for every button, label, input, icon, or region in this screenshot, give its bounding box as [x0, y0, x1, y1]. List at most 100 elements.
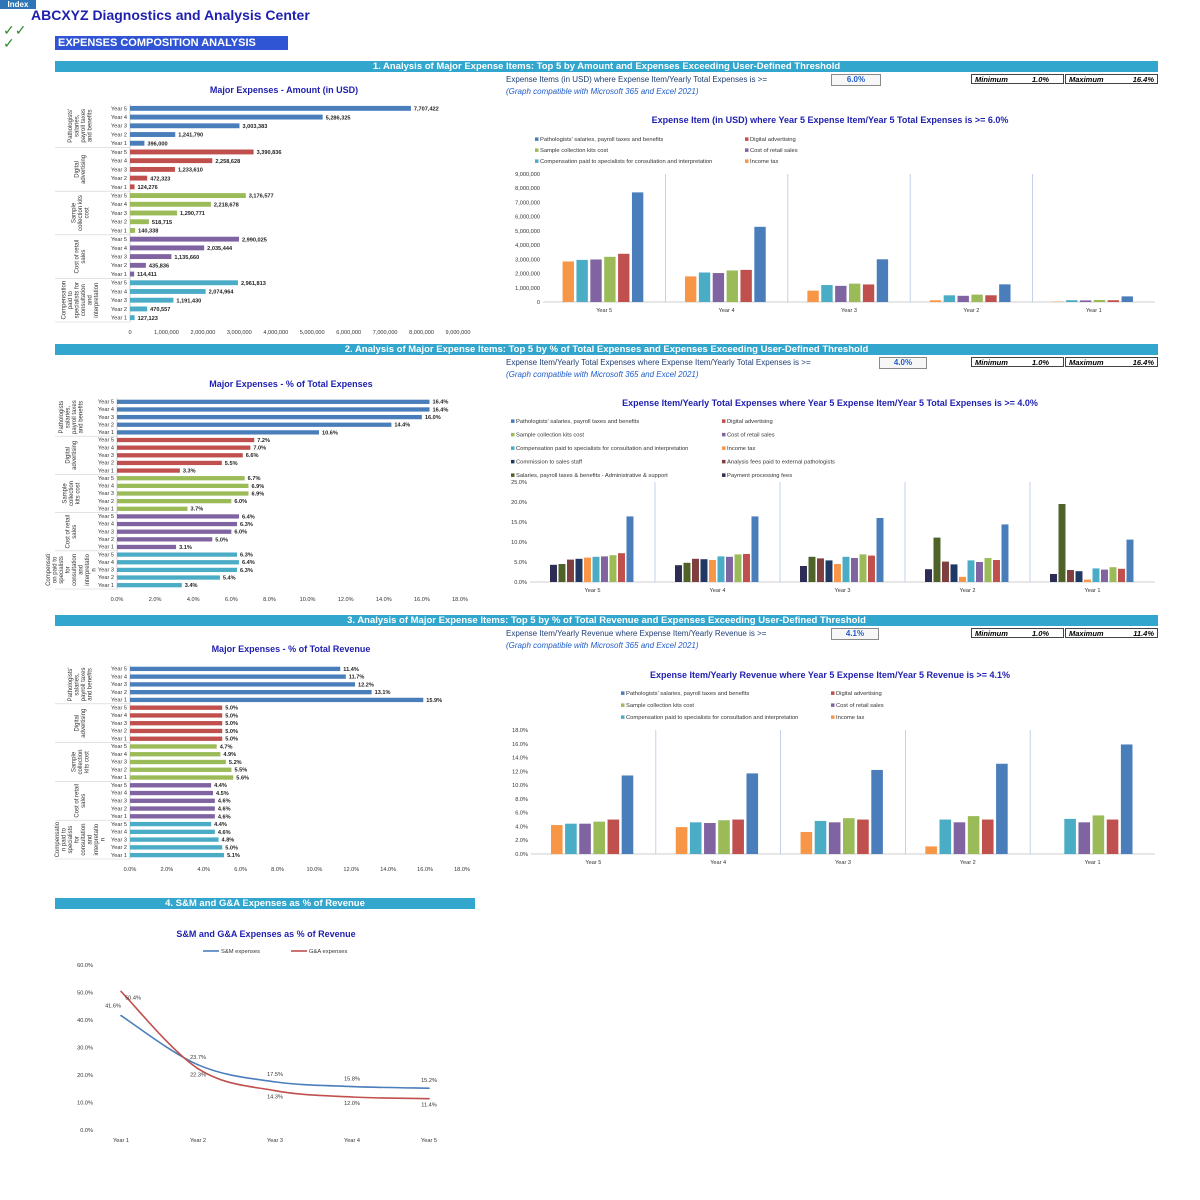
minimum-value: 1.0%	[1032, 358, 1050, 367]
tick-label: 40.0%	[77, 1018, 93, 1024]
tick-label: 2.0%	[149, 597, 162, 603]
bar	[925, 846, 937, 854]
bar	[1120, 744, 1133, 854]
group-label: kits cost	[85, 751, 91, 773]
tick-label: 0.0%	[515, 852, 528, 858]
tick-label: 16.0%	[414, 597, 430, 603]
category-label: Year 1	[1085, 860, 1101, 866]
section-3-threshold-input[interactable]: 4.1%	[831, 628, 879, 640]
category-label: Year 5	[111, 783, 127, 789]
bar	[1075, 571, 1083, 582]
bar	[1001, 524, 1009, 582]
bar	[130, 210, 178, 216]
data-label: 6.4%	[242, 514, 255, 520]
tick-label: 14.0%	[376, 597, 392, 603]
section-1-param-label: Expense Items (in USD) where Expense Ite…	[506, 75, 768, 84]
data-label: 3.7%	[191, 507, 204, 513]
data-label: 5,286,325	[326, 115, 351, 121]
category-label: Year 3	[111, 799, 127, 805]
tick-label: 2,000,000	[515, 272, 540, 278]
category-label: Year 4	[111, 159, 127, 165]
bar	[800, 566, 807, 582]
bar	[130, 821, 212, 827]
tick-label: 8.0%	[263, 597, 276, 603]
bar	[117, 399, 430, 404]
bar	[1092, 568, 1100, 582]
data-label: 4.6%	[218, 807, 231, 813]
category-label: Year 3	[98, 415, 114, 421]
legend-swatch	[511, 446, 515, 450]
bar	[996, 763, 1008, 854]
chart-pct-revenue-horizontal: Major Expenses - % of Total Revenue Patho…	[55, 644, 470, 873]
checkmark-icon: ✓✓	[3, 22, 27, 38]
data-label: 3.1%	[179, 545, 192, 551]
data-label: 5.0%	[215, 537, 228, 543]
legend-label: Analysis fees paid to external pathologi…	[727, 460, 835, 466]
category-label: Year 5	[98, 514, 114, 520]
bar	[675, 565, 682, 582]
bar	[1126, 539, 1134, 582]
data-label: 4.8%	[222, 838, 235, 844]
data-label: 470,557	[150, 307, 170, 313]
category-label: Year 3	[111, 167, 127, 173]
category-label: Year 5	[111, 667, 127, 673]
bar	[130, 744, 217, 749]
tick-label: 8,000,000	[515, 186, 540, 192]
bar	[117, 506, 188, 511]
bar	[130, 682, 356, 687]
index-tab[interactable]: Index	[0, 0, 36, 9]
bar	[130, 852, 225, 858]
group-label: Compensati	[46, 554, 52, 586]
section-2-threshold-input[interactable]: 4.0%	[879, 357, 927, 369]
category-label: Year 5	[111, 744, 127, 750]
tick-label: 0.0%	[514, 580, 527, 586]
group-label: consultation	[72, 554, 78, 586]
bar	[993, 560, 1000, 582]
group-label: n paid to	[62, 827, 68, 851]
category-label: Year 3	[111, 255, 127, 261]
bar	[967, 560, 975, 582]
category-label: Year 1	[111, 698, 127, 704]
bar	[130, 736, 223, 741]
category-label: Year 2	[111, 307, 127, 313]
bar	[592, 556, 600, 582]
bar	[618, 253, 630, 302]
bar	[857, 819, 869, 854]
bar	[130, 775, 234, 780]
bar	[590, 259, 602, 302]
legend-swatch	[621, 691, 625, 695]
data-point	[120, 990, 122, 993]
group-label: Pathologists'	[68, 109, 74, 143]
bar	[871, 769, 883, 854]
data-label: 16.0%	[425, 415, 441, 421]
bar	[130, 158, 213, 164]
data-label: 12.2%	[358, 682, 374, 688]
bar	[130, 123, 240, 129]
data-label: 1,135,660	[174, 255, 199, 261]
group-label: salaries,	[75, 673, 81, 696]
bar	[117, 430, 319, 435]
legend-swatch	[722, 459, 726, 464]
data-label: 4.7%	[220, 744, 233, 750]
section-1-threshold-input[interactable]: 6.0%	[831, 74, 881, 86]
tick-label: 18.0%	[454, 867, 470, 873]
bar	[130, 845, 223, 850]
data-label: 5.0%	[225, 729, 238, 735]
category-label: Year 2	[111, 263, 127, 269]
legend-label: Digital advertising	[727, 419, 773, 425]
tick-label: 14.0%	[380, 867, 396, 873]
group-label: payroll taxes	[81, 668, 87, 702]
data-label: 2,035,444	[207, 246, 233, 252]
chart-amount-grouped: Expense Item (in USD) where Year 5 Expen…	[515, 115, 1155, 314]
category-label: Year 2	[963, 308, 979, 314]
group-label: sales	[72, 525, 78, 539]
tick-label: 0.0%	[111, 597, 124, 603]
data-label: 6.3%	[240, 522, 253, 528]
category-label: Year 3	[841, 308, 857, 314]
tick-label: 20.0%	[77, 1073, 93, 1079]
group-label: Sample	[72, 751, 78, 772]
group-label: salaries,	[75, 114, 81, 137]
tick-label: 12.0%	[343, 867, 359, 873]
bar	[130, 674, 346, 679]
category-label: Year 5	[98, 476, 114, 482]
